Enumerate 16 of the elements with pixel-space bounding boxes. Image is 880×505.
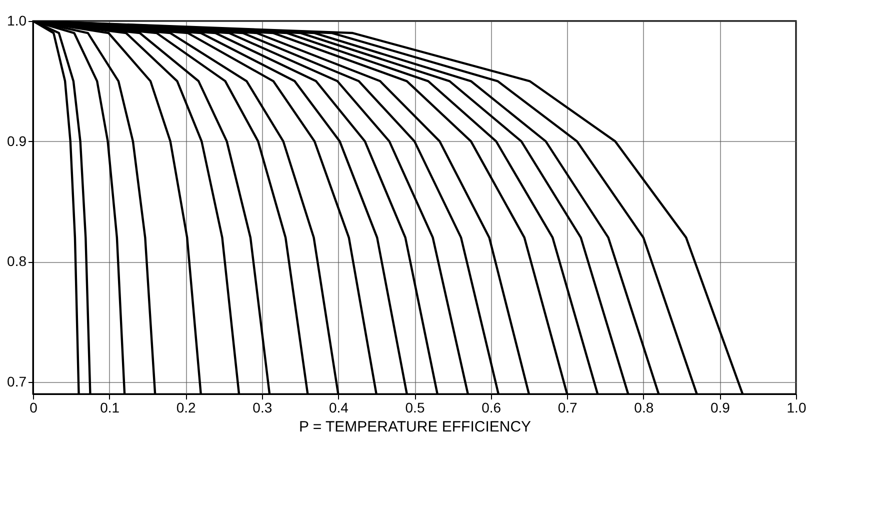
- y-tick-label: 0.8: [7, 253, 27, 270]
- x-tick-label: 0.9: [710, 400, 730, 416]
- x-tick-label: 1.0: [786, 400, 806, 416]
- x-axis-title: P = TEMPERATURE EFFICIENCY: [298, 418, 532, 436]
- x-tick-label: 0: [30, 400, 38, 416]
- x-tick-label: 0.8: [634, 400, 654, 416]
- x-tick-label: 0.6: [482, 400, 502, 416]
- x-tick-label: 0.2: [176, 400, 196, 416]
- y-tick-label: 1.0: [7, 12, 27, 28]
- y-tick-label: 0.7: [7, 373, 27, 390]
- x-tick-label: 0.3: [252, 400, 272, 416]
- y-tick-label: 0.9: [7, 132, 27, 149]
- x-tick-label: 0.4: [328, 400, 349, 416]
- x-tick-label: 0.5: [405, 400, 425, 416]
- x-tick-label: 0.1: [100, 400, 120, 416]
- x-tick-label: 0.7: [558, 400, 578, 416]
